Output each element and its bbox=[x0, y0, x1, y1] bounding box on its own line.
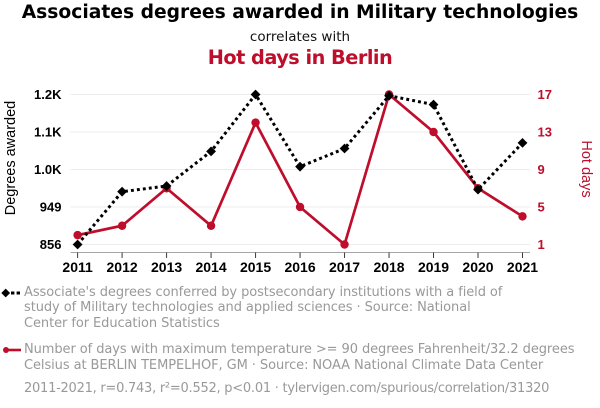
left-tick-label: 1.0K bbox=[34, 162, 62, 177]
circle-solid-line-icon bbox=[3, 347, 21, 354]
chart-connector-text: correlates with bbox=[249, 29, 351, 45]
marker-hot-days bbox=[340, 240, 349, 249]
right-tick-label: 1 bbox=[538, 237, 545, 252]
marker-hot-days bbox=[295, 202, 305, 212]
diamond-dashed-line-icon bbox=[1, 288, 20, 298]
x-tick-label: 2011 bbox=[62, 259, 93, 275]
left-tick-label: 1.1K bbox=[34, 125, 62, 140]
legend-text-degrees: Associate's degrees conferred by postsec… bbox=[24, 285, 600, 331]
legend-text-hot-days: Number of days with maximum temperature … bbox=[24, 342, 600, 373]
right-tick-label: 13 bbox=[538, 125, 552, 140]
marker-degrees bbox=[339, 143, 350, 154]
marker-hot-days bbox=[117, 221, 127, 230]
marker-degrees bbox=[250, 89, 261, 100]
marker-degrees bbox=[117, 186, 127, 197]
marker-degrees bbox=[428, 99, 439, 110]
marker-hot-days bbox=[73, 230, 82, 240]
marker-degrees bbox=[161, 181, 172, 191]
marker-degrees bbox=[384, 90, 394, 101]
marker-degrees bbox=[295, 161, 305, 172]
marker-degrees bbox=[206, 146, 216, 157]
x-tick-label: 2021 bbox=[507, 259, 538, 275]
legend-line: Associate's degrees conferred by postsec… bbox=[24, 284, 503, 300]
marker-degrees bbox=[72, 239, 83, 250]
marker-hot-days bbox=[429, 127, 438, 137]
x-tick-label: 2018 bbox=[373, 259, 404, 275]
legend-line: Center for Education Statistics bbox=[24, 315, 220, 331]
footer-stats-text: 2011-2021, r=0.743, r²=0.552, p<0.01 · t… bbox=[24, 381, 550, 396]
right-tick-label: 17 bbox=[538, 87, 552, 102]
legend-line: study of Military technologies and appli… bbox=[24, 300, 471, 316]
left-tick-label: 1.2K bbox=[34, 87, 62, 102]
marker-hot-days bbox=[518, 212, 527, 221]
x-tick-label: 2016 bbox=[284, 259, 315, 275]
right-tick-label: 9 bbox=[538, 162, 545, 177]
left-tick-label: 949 bbox=[40, 200, 62, 215]
chart-subtitle: Hot days in Berlin bbox=[207, 45, 393, 69]
marker-hot-days bbox=[251, 118, 260, 127]
right-tick-label: 5 bbox=[538, 200, 545, 215]
x-tick-label: 2020 bbox=[462, 259, 493, 275]
x-tick-label: 2014 bbox=[195, 259, 226, 275]
x-tick-label: 2013 bbox=[151, 259, 182, 275]
left-tick-label: 856 bbox=[40, 237, 62, 252]
legend-circle-marker bbox=[3, 347, 9, 354]
chart-plot: 2011 2012 2013 2014 2015 2016 2017 2018 2019 2020… bbox=[34, 87, 552, 275]
marker-hot-days bbox=[206, 221, 216, 230]
chart-title: Associates degrees awarded in Military t… bbox=[21, 2, 579, 23]
x-tick-label: 2019 bbox=[418, 259, 449, 275]
legend-line: Number of days with maximum temperature … bbox=[24, 342, 575, 358]
legend-diamond-marker bbox=[1, 288, 11, 298]
legend-line: Celsius at BERLIN TEMPELHOF, GM · Source… bbox=[24, 357, 544, 373]
x-tick-label: 2012 bbox=[107, 259, 138, 275]
x-tick-label: 2015 bbox=[240, 259, 271, 275]
marker-degrees bbox=[517, 137, 528, 148]
x-tick-label: 2017 bbox=[329, 259, 360, 275]
marker-degrees bbox=[473, 184, 483, 195]
